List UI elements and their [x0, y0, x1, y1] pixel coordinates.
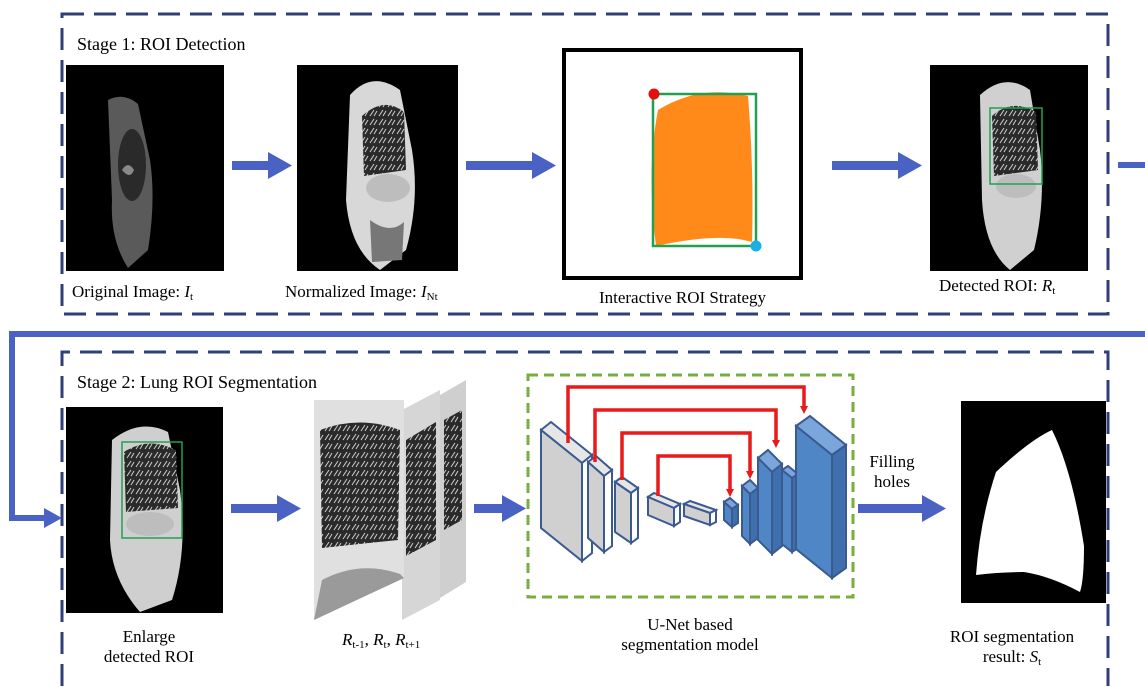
- stage-connector: [9, 162, 1145, 521]
- enlarged-roi-image: [66, 407, 223, 613]
- interactive-roi-label: Interactive ROI Strategy: [598, 288, 767, 307]
- sequence-label: Rt-1, Rt, Rt+1: [342, 630, 421, 651]
- enlarge-roi-label: Enlarge detected ROI: [103, 627, 195, 667]
- stage-connector-head: [44, 508, 62, 528]
- stage1-border: [60, 12, 1110, 316]
- interactive-roi-panel: [562, 48, 803, 280]
- stage2-border: [60, 350, 1110, 686]
- unet-dashed-frame: [526, 373, 855, 599]
- lung-mask: [651, 92, 753, 246]
- original-image-label: Original Image: It: [72, 282, 194, 303]
- roi-corner-bottom-right: [750, 240, 762, 252]
- roi-bounding-box: [651, 92, 758, 248]
- segmentation-result-label: ROI segmentation result: St: [949, 627, 1075, 669]
- roi-corner-top-left: [648, 88, 660, 100]
- unet-model-label: U-Net based segmentation model: [621, 615, 759, 655]
- unet-model: [526, 373, 855, 599]
- stage1-arrows: [232, 152, 922, 179]
- stage2-arrows: [231, 495, 946, 522]
- segmentation-result-image: [961, 401, 1106, 603]
- filling-holes-label: Filling holes: [869, 452, 915, 492]
- normalized-image-label: Normalized Image: INt: [285, 282, 438, 303]
- stage1-title: Stage 1: ROI Detection: [77, 34, 246, 54]
- normalized-image: [297, 65, 458, 271]
- detected-roi-label: Detected ROI: Rt: [939, 276, 1056, 297]
- roi-sequence-stack: [314, 380, 466, 620]
- original-image: [66, 65, 224, 271]
- stage2-title: Stage 2: Lung ROI Segmentation: [77, 372, 317, 392]
- detected-roi-image: [930, 65, 1088, 271]
